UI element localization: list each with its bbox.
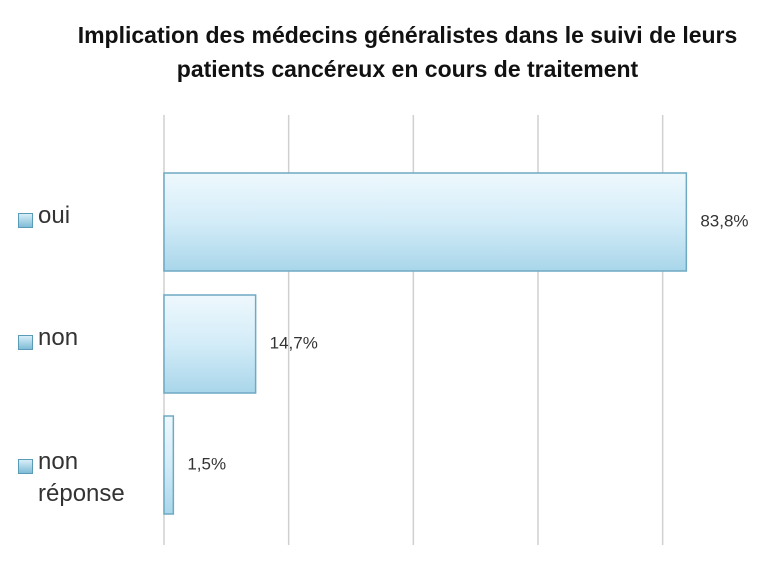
- bar: [163, 294, 257, 394]
- value-label: 83,8%: [700, 211, 748, 230]
- value-label: 14,7%: [270, 333, 318, 352]
- y-tick-label: non: [38, 324, 79, 351]
- legend-icon: [18, 335, 33, 350]
- legend-icon: [18, 213, 33, 228]
- bar: [163, 415, 175, 515]
- legend-icon: [18, 459, 33, 474]
- y-tick-label: non réponse: [38, 448, 125, 507]
- y-tick-label: oui: [38, 202, 71, 229]
- bar: [163, 172, 688, 272]
- value-label: 1,5%: [187, 454, 226, 473]
- chart-title: Implication des médecins généralistes da…: [77, 22, 738, 82]
